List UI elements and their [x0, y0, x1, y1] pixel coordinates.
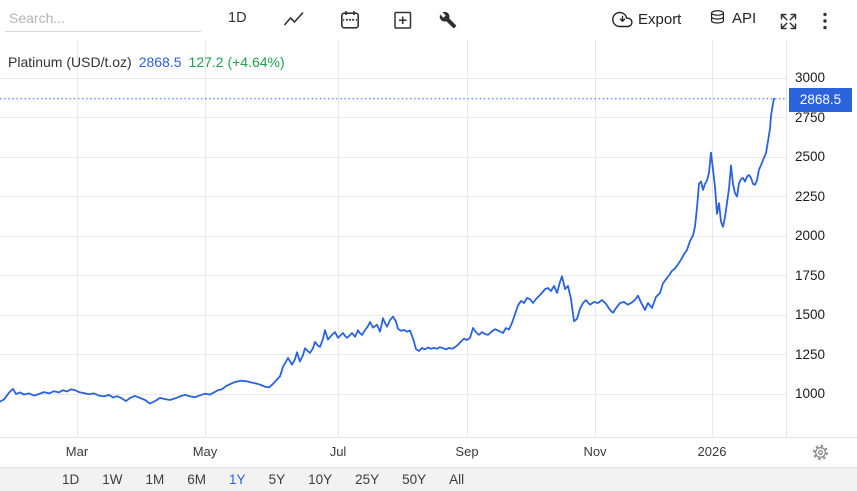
price-change-value: 127.2 (+4.64%) — [188, 54, 285, 70]
y-axis-label: 1500 — [795, 307, 826, 322]
price-line-chart — [0, 97, 786, 405]
h-gridline — [0, 354, 786, 355]
h-gridline — [0, 235, 786, 237]
y-axis: 2868.5 3000 2750 2500 2250 2000 1750 1500 1250 1… — [786, 40, 857, 466]
h-gridline — [0, 196, 786, 197]
range-25y[interactable]: 25Y — [355, 472, 380, 487]
y-axis-label: 2500 — [795, 149, 826, 164]
h-gridline — [0, 393, 786, 395]
settings-gear-icon[interactable] — [811, 443, 831, 463]
h-gridline — [0, 314, 786, 316]
h-gridline — [0, 156, 786, 158]
export-label: Export — [638, 11, 682, 28]
last-price-value: 2868.5 — [138, 54, 182, 70]
range-50y[interactable]: 50Y — [402, 472, 427, 487]
interval-dropdown[interactable]: 1D — [228, 10, 247, 26]
chart-canvas[interactable]: Platinum (USD/t.oz) 2868.5 127.2 (+4.64%… — [0, 0, 786, 437]
y-axis-label: 1250 — [795, 346, 826, 362]
range-1y[interactable]: 1Y — [229, 472, 246, 487]
price-series-line — [0, 97, 775, 405]
fullscreen-icon[interactable] — [776, 9, 800, 33]
export-cloud-icon — [612, 11, 633, 28]
x-axis-label: May — [192, 444, 218, 459]
h-gridline — [0, 77, 786, 79]
api-button[interactable]: API — [708, 9, 756, 28]
v-gridline — [77, 40, 78, 437]
y-axis-label: 1000 — [795, 386, 826, 401]
line-style-icon[interactable] — [282, 8, 306, 32]
v-gridline — [467, 40, 468, 437]
v-gridline — [338, 40, 339, 437]
y-axis-label: 2250 — [795, 188, 826, 204]
h-gridline — [0, 117, 786, 118]
chart-legend: Platinum (USD/t.oz) 2868.5 127.2 (+4.64%… — [8, 54, 285, 70]
range-1d[interactable]: 1D — [62, 472, 80, 487]
x-axis-label: Jul — [329, 444, 347, 459]
instrument-name: Platinum (USD/t.oz) — [8, 54, 132, 70]
range-1w[interactable]: 1W — [102, 472, 123, 487]
v-gridline — [712, 40, 713, 437]
y-axis-label: 2750 — [795, 109, 826, 125]
x-axis-label: Nov — [583, 444, 607, 459]
range-6m[interactable]: 6M — [187, 472, 207, 487]
x-axis-label: Sep — [455, 444, 479, 459]
current-price-tag: 2868.5 — [789, 88, 852, 112]
x-axis: Mar May Jul Sep Nov 2026 — [0, 437, 857, 467]
add-chart-icon[interactable] — [391, 8, 415, 32]
api-database-icon — [710, 10, 725, 24]
h-gridline — [0, 275, 786, 276]
tools-icon[interactable] — [436, 8, 460, 32]
y-axis-label: 3000 — [795, 70, 826, 85]
x-axis-label: 2026 — [697, 444, 727, 459]
range-1m[interactable]: 1M — [145, 472, 165, 487]
v-gridline — [595, 40, 596, 437]
range-all[interactable]: All — [449, 472, 465, 487]
api-label: API — [732, 10, 757, 27]
more-menu-icon[interactable] — [813, 9, 837, 33]
y-axis-label: 2000 — [795, 228, 826, 243]
range-5y[interactable]: 5Y — [268, 472, 286, 487]
x-axis-label: Mar — [65, 444, 89, 459]
range-10y[interactable]: 10Y — [308, 472, 333, 487]
top-toolbar: 1D — [0, 0, 857, 40]
v-gridline — [205, 40, 206, 437]
search-input[interactable] — [5, 4, 201, 32]
date-range-icon[interactable] — [338, 8, 362, 32]
y-axis-label: 1750 — [795, 267, 826, 283]
timeframe-bar: 1D 1W 1M 6M 1Y 5Y 10Y 25Y 50Y All — [0, 467, 857, 491]
export-button[interactable]: Export — [612, 9, 681, 30]
